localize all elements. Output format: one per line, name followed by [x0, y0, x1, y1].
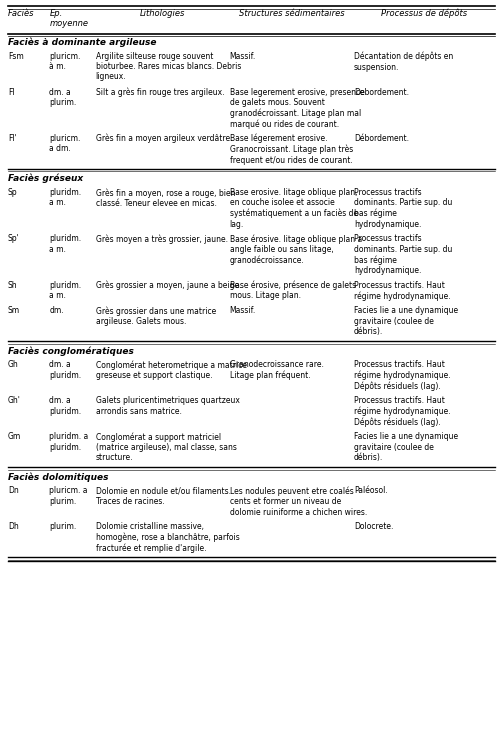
Text: Sh: Sh — [8, 281, 18, 290]
Text: Facies lie a une dynamique
gravitaire (coulee de
débris).: Facies lie a une dynamique gravitaire (c… — [354, 306, 458, 336]
Text: pluricm.
à m.: pluricm. à m. — [50, 52, 81, 71]
Text: Granodecroissance rare.
Litage plan fréquent.: Granodecroissance rare. Litage plan fréq… — [230, 360, 324, 380]
Text: Décantation de dépôts en
suspension.: Décantation de dépôts en suspension. — [354, 52, 453, 72]
Text: Base érosive, présence de galets
mous. Litage plan.: Base érosive, présence de galets mous. L… — [230, 281, 356, 301]
Text: Fsm: Fsm — [8, 52, 24, 61]
Text: Ep.
moyenne: Ep. moyenne — [50, 9, 88, 29]
Text: Processus tractifs
dominants. Partie sup. du
bas régime
hydrodynamique.: Processus tractifs dominants. Partie sup… — [354, 235, 452, 275]
Text: Processus tractifs. Haut
régime hydrodynamique.
Dépôts résiduels (lag).: Processus tractifs. Haut régime hydrodyn… — [354, 397, 450, 427]
Text: Grès grossier a moyen, jaune a beige.: Grès grossier a moyen, jaune a beige. — [96, 281, 241, 290]
Text: Fl: Fl — [8, 88, 14, 97]
Text: Faciès conglomératiques: Faciès conglomératiques — [8, 346, 134, 356]
Text: Massif.: Massif. — [230, 306, 256, 315]
Text: Faciès dolomitiques: Faciès dolomitiques — [8, 472, 108, 482]
Text: Massif.: Massif. — [230, 52, 256, 61]
Text: Conglomérat a support matriciel
(matrice argileuse), mal classe, sans
structure.: Conglomérat a support matriciel (matrice… — [96, 432, 236, 463]
Text: pluricm.
a dm.: pluricm. a dm. — [50, 134, 81, 153]
Text: Grès moyen a très grossier, jaune.: Grès moyen a très grossier, jaune. — [96, 235, 228, 244]
Text: Base legerement erosive, presence
de galets mous. Souvent
granodécroissant. Lita: Base legerement erosive, presence de gal… — [230, 88, 364, 129]
Text: pluridm.
a m.: pluridm. a m. — [50, 188, 82, 207]
Text: Sm: Sm — [8, 306, 20, 315]
Text: Base erosive. litage oblique plan,
en couche isolee et associe
systématiquement : Base erosive. litage oblique plan, en co… — [230, 188, 358, 229]
Text: Lithologies: Lithologies — [140, 9, 186, 18]
Text: Processus de dépôts: Processus de dépôts — [382, 9, 468, 18]
Text: Argilite silteuse rouge souvent
bioturbee. Rares micas blancs. Debris
ligneux.: Argilite silteuse rouge souvent bioturbe… — [96, 52, 241, 81]
Text: Base érosive. litage oblique plan a
angle faible ou sans litage,
granodécroissan: Base érosive. litage oblique plan a angl… — [230, 235, 362, 265]
Text: Dolocrete.: Dolocrete. — [354, 522, 393, 531]
Text: Gh': Gh' — [8, 397, 21, 405]
Text: Sp': Sp' — [8, 235, 20, 243]
Text: Gh: Gh — [8, 360, 19, 369]
Text: Processus tractifs. Haut
régime hydrodynamique.: Processus tractifs. Haut régime hydrodyn… — [354, 281, 450, 301]
Text: Processus tractifs
dominants. Partie sup. du
bas régime
hydrodynamique.: Processus tractifs dominants. Partie sup… — [354, 188, 452, 229]
Text: Grès fin a moyen argileux verdâtre.: Grès fin a moyen argileux verdâtre. — [96, 134, 232, 144]
Text: Faciès à dominante argileuse: Faciès à dominante argileuse — [8, 37, 156, 47]
Text: pluridm.
a m.: pluridm. a m. — [50, 281, 82, 300]
Text: Les nodules peuvent etre coalés
cents et former un niveau de
dolomie ruiniforme : Les nodules peuvent etre coalés cents et… — [230, 486, 367, 517]
Text: Debordement.: Debordement. — [354, 88, 409, 97]
Text: dm. a
plurim.: dm. a plurim. — [50, 88, 76, 107]
Text: Galets pluricentimetriques quartzeux
arrondis sans matrice.: Galets pluricentimetriques quartzeux arr… — [96, 397, 240, 416]
Text: pluricm. a
plurim.: pluricm. a plurim. — [50, 486, 88, 506]
Text: Facies lie a une dynamique
gravitaire (coulee de
débris).: Facies lie a une dynamique gravitaire (c… — [354, 432, 458, 462]
Text: Conglomérat heterometrique a matrice
greseuse et support clastique.: Conglomérat heterometrique a matrice gre… — [96, 360, 246, 380]
Text: Paléosol.: Paléosol. — [354, 486, 388, 496]
Text: Grès grossier dans une matrice
argileuse. Galets mous.: Grès grossier dans une matrice argileuse… — [96, 306, 216, 326]
Text: Dolomie en nodule et/ou filaments.
Traces de racines.: Dolomie en nodule et/ou filaments. Trace… — [96, 486, 230, 506]
Text: Grès fin a moyen, rose a rouge, bien
classé. Teneur elevee en micas.: Grès fin a moyen, rose a rouge, bien cla… — [96, 188, 235, 208]
Text: Faciès gréseux: Faciès gréseux — [8, 174, 83, 183]
Text: Débordement.: Débordement. — [354, 134, 409, 143]
Text: plurim.: plurim. — [50, 522, 76, 531]
Text: Faciès: Faciès — [8, 9, 34, 18]
Text: dm. a
pluridm.: dm. a pluridm. — [50, 397, 82, 416]
Text: pluridm.
a m.: pluridm. a m. — [50, 235, 82, 254]
Text: Dn: Dn — [8, 486, 19, 496]
Text: Sp: Sp — [8, 188, 18, 197]
Text: dm.: dm. — [50, 306, 64, 315]
Text: Base légerement erosive.
Granocroissant. Litage plan très
frequent et/ou rides d: Base légerement erosive. Granocroissant.… — [230, 134, 353, 165]
Text: dm. a
pluridm.: dm. a pluridm. — [50, 360, 82, 380]
Text: Dh: Dh — [8, 522, 19, 531]
Text: Dolomie cristalline massive,
homogène, rose a blanchâtre, parfois
fracturée et r: Dolomie cristalline massive, homogène, r… — [96, 522, 240, 553]
Text: pluridm. a
pluridm.: pluridm. a pluridm. — [50, 432, 88, 452]
Text: Gm: Gm — [8, 432, 21, 441]
Text: Structures sédimentaires: Structures sédimentaires — [239, 9, 344, 18]
Text: Silt a grès fin rouge tres argileux.: Silt a grès fin rouge tres argileux. — [96, 88, 224, 97]
Text: Fl': Fl' — [8, 134, 17, 143]
Text: Processus tractifs. Haut
régime hydrodynamique.
Dépôts résiduels (lag).: Processus tractifs. Haut régime hydrodyn… — [354, 360, 450, 391]
